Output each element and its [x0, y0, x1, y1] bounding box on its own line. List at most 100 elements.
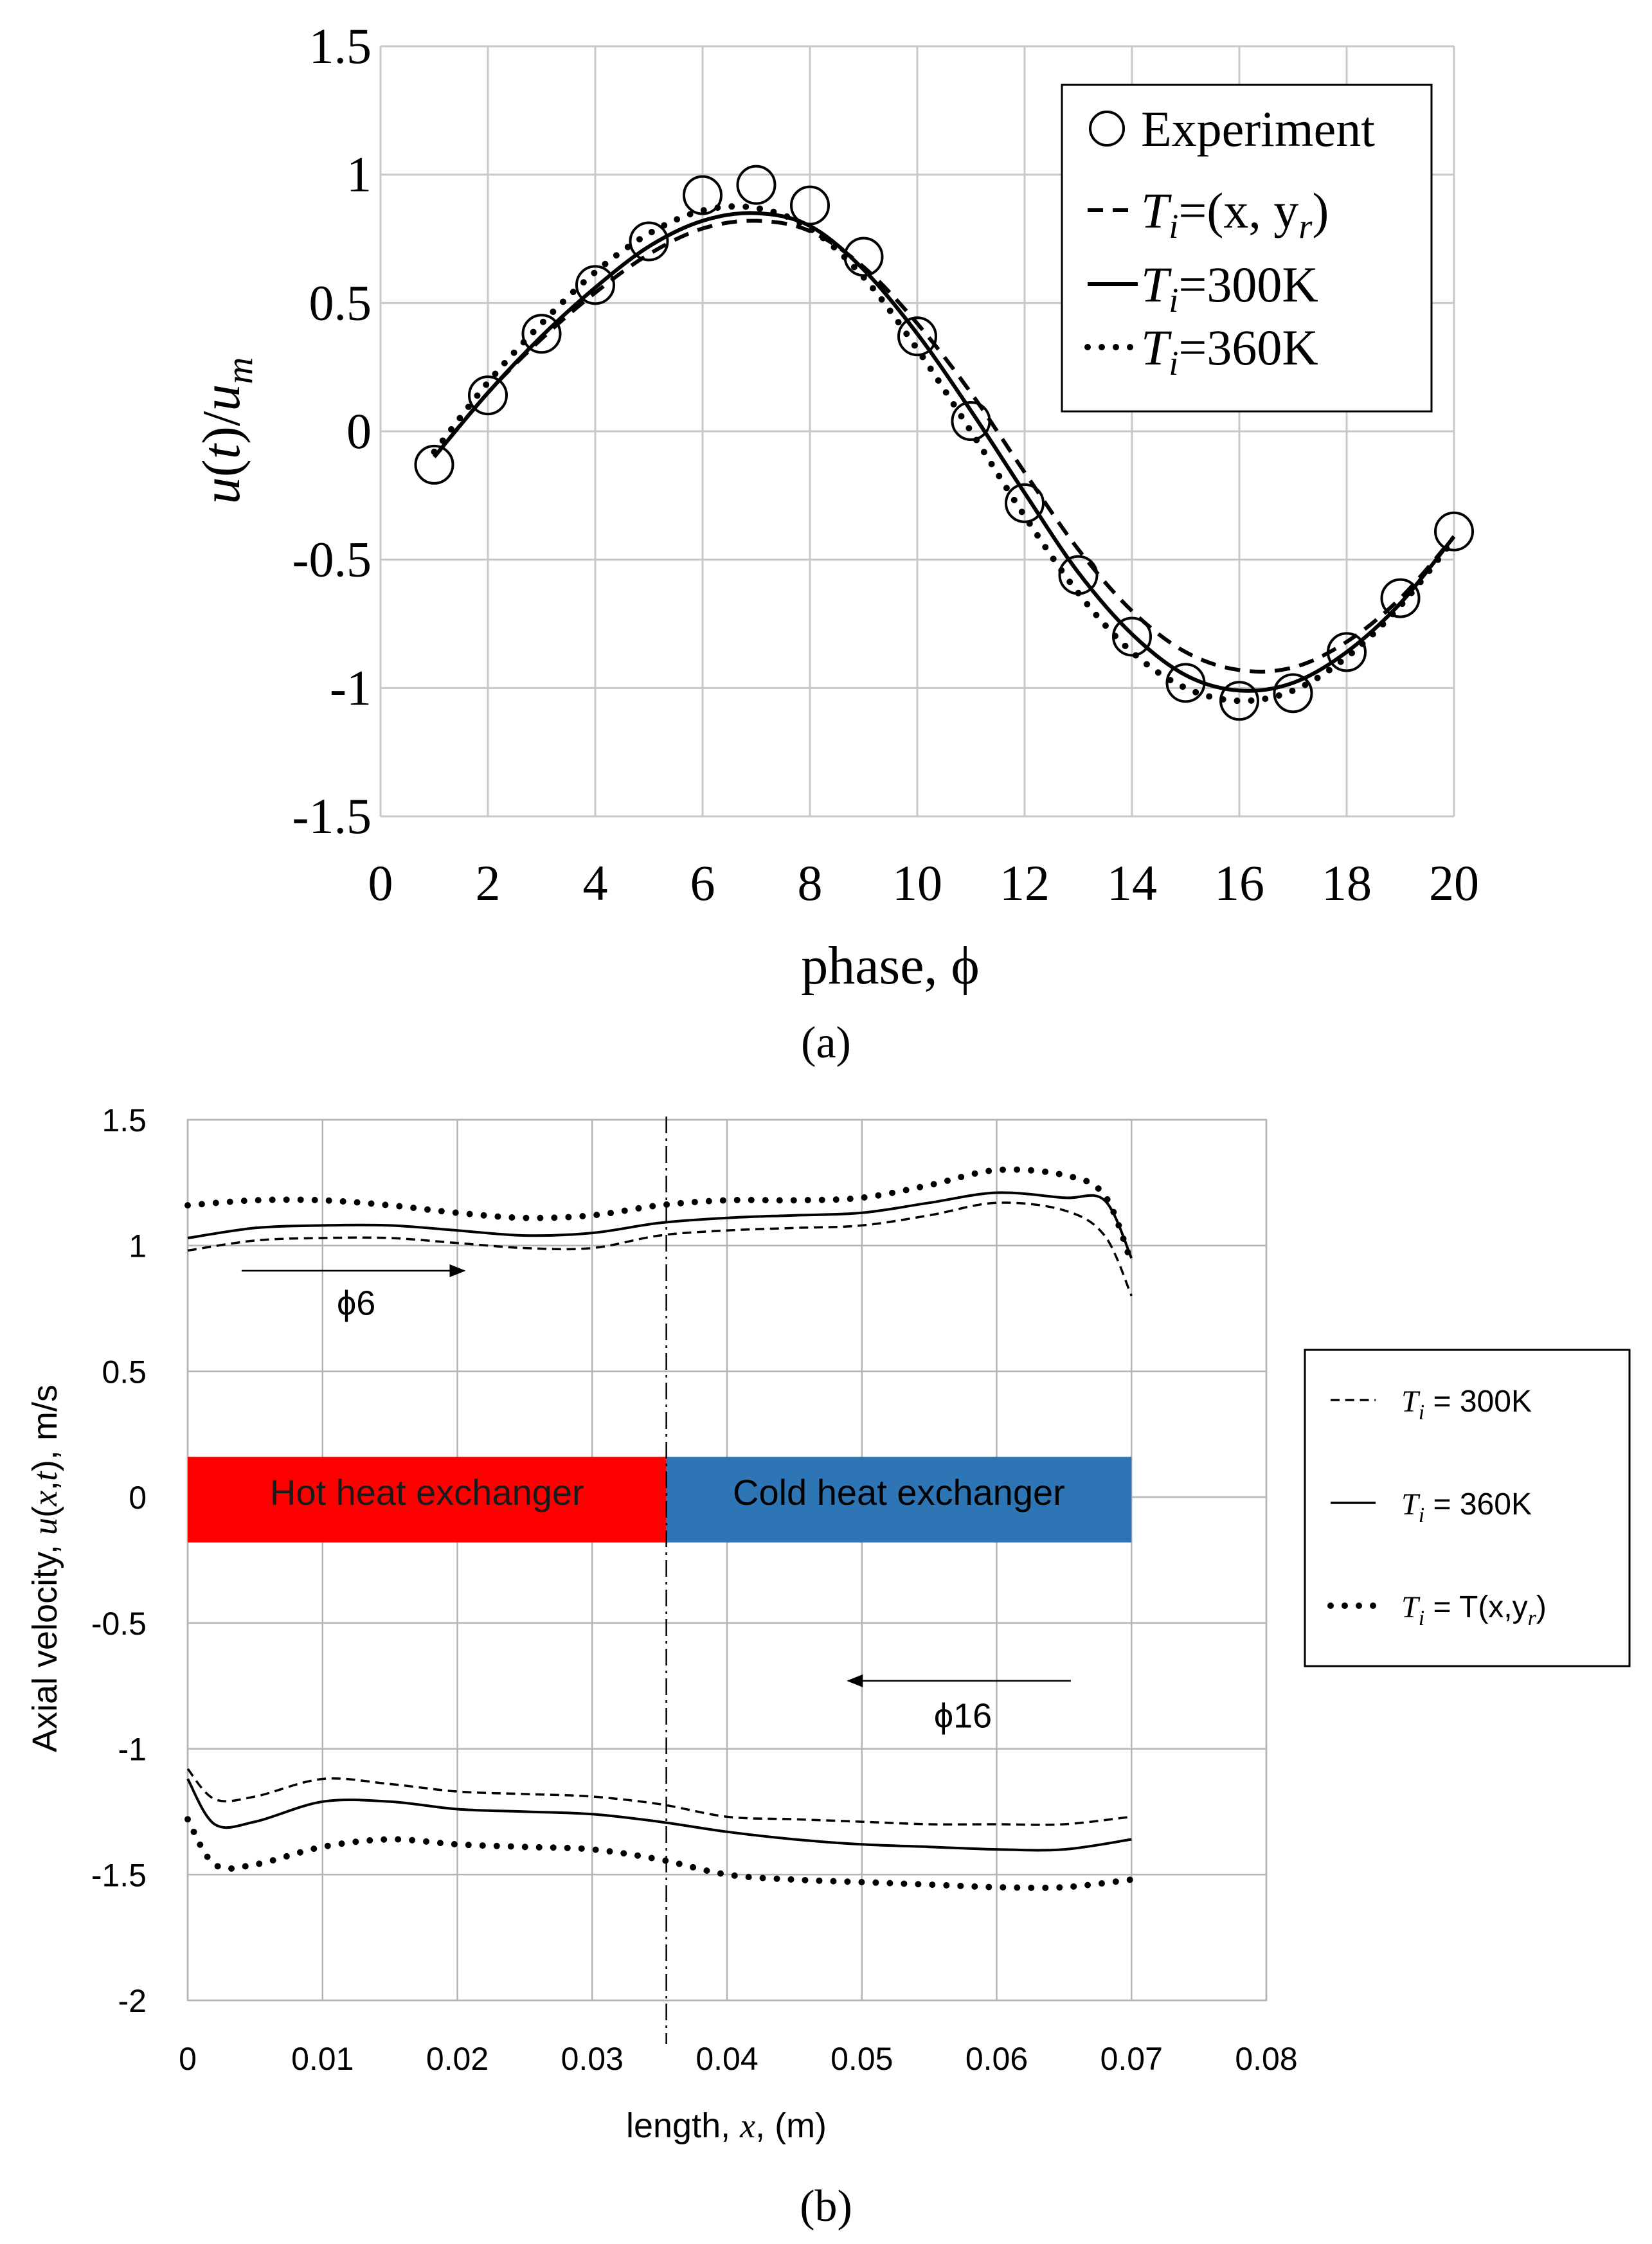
- x-tick-label: 20: [1429, 855, 1479, 911]
- text-span: T: [1141, 183, 1172, 238]
- series-line-solid: [187, 1191, 1133, 1259]
- x-tick-label: 16: [1214, 855, 1264, 911]
- y-tick-label: 0.5: [102, 1354, 147, 1390]
- text-span: (: [192, 459, 251, 477]
- text-span: i: [1169, 281, 1178, 319]
- x-tick-label: 0.05: [830, 2041, 893, 2077]
- text-span: = 360K: [1424, 1487, 1532, 1521]
- experiment-point: [468, 375, 508, 416]
- legend-label: Experiment: [1141, 101, 1375, 157]
- legend-label: Ti = T(x,yr): [1401, 1590, 1547, 1630]
- text-span: x: [739, 2106, 755, 2145]
- text-span: r: [1528, 1606, 1537, 1630]
- y-tick-label: 1: [129, 1228, 147, 1264]
- text-span: = T(x,y: [1424, 1590, 1527, 1624]
- x-tick-label: 0: [368, 855, 393, 911]
- chart-a: 0 2 4 6 8 10 12 14 16 18 20 1.5 1 0.5 0 -0.5 -1 -1.5 phase…: [192, 18, 1479, 996]
- text-span: T: [1401, 1590, 1421, 1624]
- experiment-point: [736, 165, 777, 205]
- y-tick-label: 1: [346, 147, 372, 202]
- y-tick-label: -0.5: [292, 532, 372, 588]
- experiment-point: [1380, 578, 1421, 618]
- text-span: i: [1169, 344, 1178, 382]
- x-tick-label: 18: [1322, 855, 1372, 911]
- legend-label: Ti=(x, yr): [1141, 183, 1329, 246]
- panel-label-a: (a): [801, 1018, 851, 1068]
- legend-label: Ti=360K: [1141, 319, 1318, 382]
- experiment-point: [1273, 673, 1313, 714]
- x-tick-label: 0.04: [696, 2041, 758, 2077]
- text-span: i: [1169, 207, 1178, 246]
- series-line-dashed: [186, 1768, 1132, 1826]
- legend-label: Ti = 360K: [1401, 1487, 1532, 1527]
- series-line-dashed: [187, 1201, 1133, 1297]
- x-tick-label: 0.01: [291, 2041, 354, 2077]
- legend-box: [1304, 1349, 1631, 1667]
- text-span: x: [26, 1491, 64, 1507]
- x-axis-label: phase, ϕ: [801, 936, 979, 996]
- text-span: ): [1536, 1590, 1547, 1624]
- annotation-phi16: ϕ16: [934, 1697, 992, 1736]
- experiment-point: [629, 221, 669, 262]
- y-tick-label: -1: [118, 1732, 147, 1768]
- x-tick-label: 14: [1107, 855, 1157, 911]
- x-tick-label: 6: [690, 855, 715, 911]
- text-span: i: [1419, 1503, 1424, 1527]
- experiment-point: [1434, 511, 1474, 552]
- text-span: ,: [26, 1481, 64, 1491]
- text-span: Axial velocity,: [26, 1535, 64, 1752]
- plot-frame: [186, 1118, 1268, 2002]
- y-tick-label: -2: [118, 1983, 147, 2019]
- legend-label: Ti = 300K: [1401, 1385, 1532, 1424]
- annotation-phi6: ϕ6: [337, 1284, 375, 1323]
- cold-heat-exchanger-region: [666, 1457, 1132, 1543]
- x-axis-label: length, x, (m): [626, 2106, 827, 2145]
- legend-label: Ti=300K: [1141, 256, 1318, 319]
- text-span: Experiment: [1141, 101, 1375, 157]
- experiment-point: [897, 316, 937, 357]
- cold-heat-exchanger-label: Cold heat exchanger: [733, 1472, 1065, 1512]
- series-line-dotted: [184, 1166, 1135, 1267]
- x-tick-label: 8: [798, 855, 823, 911]
- legend-circle-symbol: [1089, 111, 1125, 147]
- x-tick-label: 0.07: [1100, 2041, 1163, 2077]
- text-span: length,: [626, 2106, 740, 2145]
- experiment-point: [521, 314, 562, 354]
- text-span: =300K: [1178, 256, 1318, 312]
- text-span: = 300K: [1424, 1385, 1532, 1419]
- y-axis-label: u(t)/um: [192, 357, 260, 505]
- series-line-dotted: [184, 1816, 1135, 1891]
- text-span: ), m/s: [26, 1385, 64, 1471]
- text-span: t: [26, 1470, 64, 1481]
- y-tick-label: 0: [129, 1480, 147, 1516]
- x-tick-label: 0.03: [561, 2041, 624, 2077]
- hot-heat-exchanger-region: [188, 1457, 667, 1543]
- text-span: m: [219, 357, 260, 384]
- y-tick-label: 0.5: [309, 274, 372, 330]
- series-line-dotted: [431, 203, 1457, 705]
- series-line-solid: [433, 211, 1456, 693]
- y-tick-label: -0.5: [91, 1606, 147, 1642]
- text-span: ): [1312, 183, 1329, 238]
- y-tick-label: -1: [330, 660, 372, 715]
- y-tick-label: 1.5: [102, 1102, 147, 1138]
- text-span: T: [1141, 319, 1172, 375]
- y-tick-label: -1.5: [292, 788, 372, 844]
- x-tick-label: 0: [179, 2041, 197, 2077]
- text-span: )/: [192, 411, 251, 444]
- series-line-dashed: [433, 219, 1456, 674]
- text-span: i: [1419, 1401, 1424, 1424]
- x-tick-label: 4: [583, 855, 608, 911]
- text-span: T: [1401, 1385, 1421, 1419]
- text-span: T: [1401, 1487, 1421, 1521]
- x-tick-label: 0.02: [426, 2041, 489, 2077]
- x-tick-label: 0.06: [965, 2041, 1028, 2077]
- x-tick-label: 0.08: [1235, 2041, 1297, 2077]
- text-span: r: [1298, 207, 1313, 246]
- x-tick-label: 10: [892, 855, 942, 911]
- legend-box: [1061, 84, 1433, 413]
- y-tick-label: 0: [346, 403, 372, 459]
